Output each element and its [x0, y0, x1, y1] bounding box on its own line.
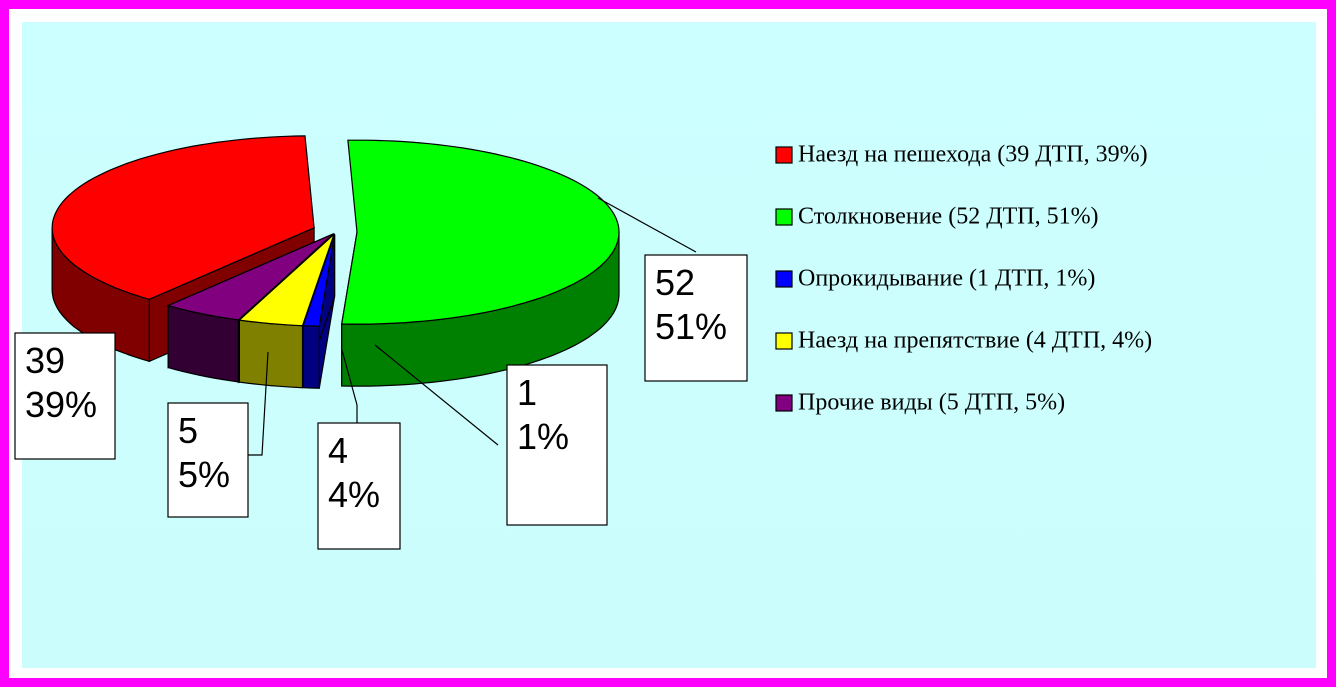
- leader-line: [341, 349, 358, 423]
- data-label-percent: 51%: [655, 306, 727, 347]
- data-label-box: [167, 402, 249, 518]
- data-label-box: [644, 254, 748, 382]
- data-label-percent: 4%: [328, 474, 380, 515]
- slice-top: [166, 233, 334, 321]
- legend-label: Наезд на препятствие (4 ДТП, 4%): [798, 328, 1152, 354]
- legend-label: Наезд на пешехода (39 ДТП, 39%): [798, 142, 1148, 168]
- legend-label: Прочие виды (5 ДТП, 5%): [798, 390, 1065, 416]
- legend-label: Столкновение (52 ДТП, 51%): [798, 204, 1099, 230]
- data-label-count: 1: [517, 372, 537, 413]
- legend-swatch: [775, 208, 793, 226]
- slice-top: [238, 233, 335, 327]
- slice-top: [340, 139, 620, 325]
- slice-side: [238, 319, 304, 389]
- slice-side: [302, 325, 320, 389]
- data-label-count: 39: [25, 340, 65, 381]
- legend-label: Опрокидывание (1 ДТП, 1%): [798, 266, 1095, 292]
- leader-line: [374, 344, 499, 446]
- data-label-box: [506, 364, 608, 526]
- data-label-count: 4: [328, 430, 348, 471]
- legend-swatch: [775, 394, 793, 412]
- data-label-percent: 39%: [25, 384, 97, 425]
- data-label-percent: 5%: [178, 454, 230, 495]
- leader-line: [597, 197, 697, 253]
- data-label-count: 5: [178, 410, 198, 451]
- legend-swatch: [775, 146, 793, 164]
- legend-swatch: [775, 332, 793, 350]
- data-label-count: 52: [655, 262, 695, 303]
- data-label-box: [14, 332, 116, 460]
- legend-swatch: [775, 270, 793, 288]
- slice-top: [51, 135, 315, 300]
- data-label-box: [317, 422, 401, 550]
- data-label-percent: 1%: [517, 416, 569, 457]
- leader-line: [248, 351, 269, 456]
